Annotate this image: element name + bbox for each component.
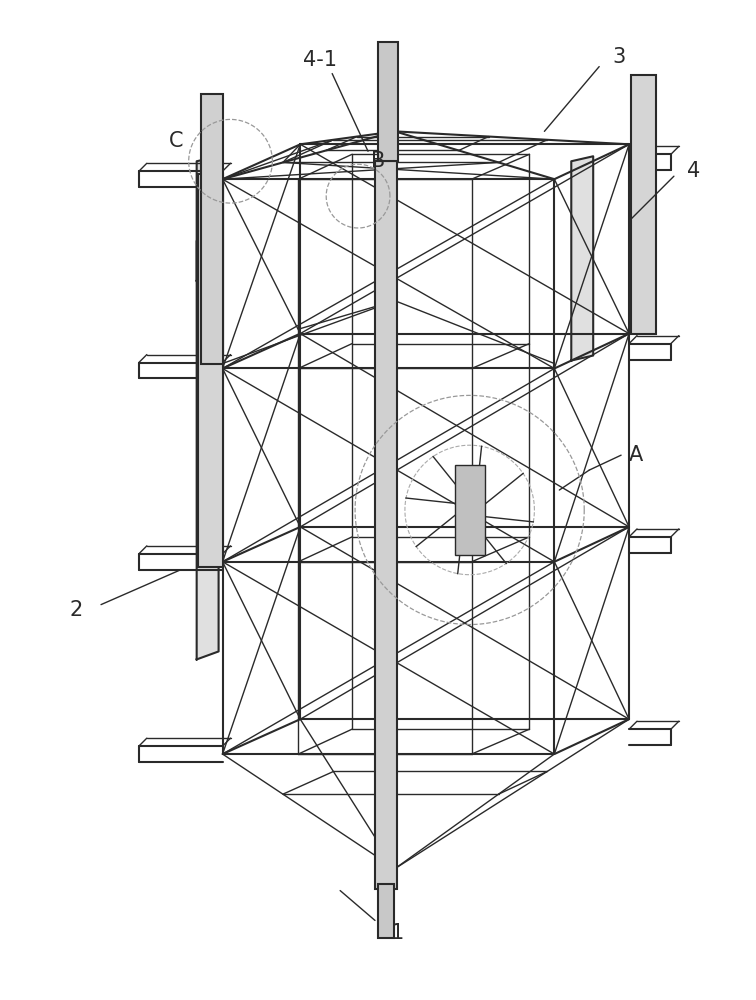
Bar (197, 174, 222, 567)
Bar (631, 75, 656, 334)
Bar (454, 465, 485, 555)
Bar (378, 42, 398, 161)
Text: 1: 1 (390, 923, 404, 943)
Text: C: C (169, 131, 183, 151)
Text: 2: 2 (70, 600, 82, 620)
Text: 4-1: 4-1 (303, 50, 337, 70)
Bar (378, 884, 394, 938)
Polygon shape (197, 156, 218, 281)
Polygon shape (197, 233, 218, 659)
Bar (375, 161, 397, 889)
Text: 3: 3 (612, 47, 626, 67)
Polygon shape (572, 156, 593, 361)
Text: B: B (371, 151, 385, 171)
Text: 4: 4 (687, 161, 701, 181)
Text: A: A (629, 445, 643, 465)
Bar (200, 94, 222, 364)
